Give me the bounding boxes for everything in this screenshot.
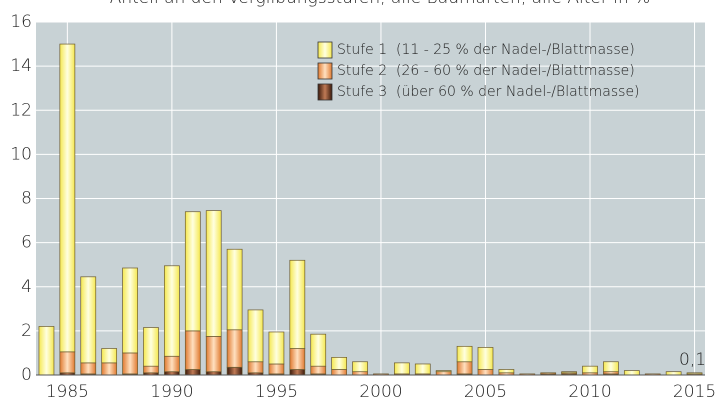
bar-segment [394,362,410,375]
x-tick-label: 1985 [46,382,89,402]
x-tick-label: 2015 [673,382,716,402]
bar-segment [310,365,327,375]
bar-segment [184,211,201,332]
legend-label: Stufe 3 (über 60 % der Nadel-/Blattmasse… [337,84,640,100]
y-tick-label: 12 [10,100,32,120]
bar-segment [603,361,619,373]
bar-segment [456,345,473,363]
x-tick-label: 2010 [568,382,611,402]
bar-segment [226,248,243,331]
y-tick-label: 0 [21,365,32,385]
y-tick-label: 2 [21,321,32,341]
bar-segment [101,362,118,376]
bar-segment [289,369,306,376]
legend-swatch [317,62,333,80]
y-tick-label: 14 [10,56,32,76]
bar-segment [414,363,431,375]
y-tick-label: 4 [21,277,32,297]
x-tick-label: 2000 [359,382,402,402]
bar-segment [205,210,222,337]
bar-segment [184,369,201,376]
bar-segment [456,361,473,375]
bar-segment [164,265,180,357]
bar-segment [59,43,76,353]
bar-segment [498,369,515,374]
bar-segment [80,362,97,375]
bar-segment [435,370,452,373]
bar-segment [310,333,327,367]
chart-title: Anteil an den Vergilbungsstufen, alle Ba… [110,0,651,8]
bar-segment [686,372,703,375]
bar-segment [289,348,306,370]
bar-segment [143,365,159,374]
bar-segment [477,369,494,376]
bar-segment [247,309,264,363]
legend-swatch [317,83,333,101]
bar-segment [289,259,306,349]
bar-segment [80,276,97,364]
y-tick-label: 16 [10,12,32,32]
bar-segment [101,348,118,364]
legend-label: Stufe 2 (26 - 60 % der Nadel-/Blattmasse… [337,63,635,79]
bar-segment [268,363,285,375]
bar-segment [184,330,201,370]
legend-label: Stufe 1 (11 - 25 % der Nadel-/Blattmasse… [337,42,635,58]
bar-segment [143,327,159,367]
annotation: 0,1 [679,350,706,370]
bar-segment [331,369,347,376]
bar-segment [164,355,180,373]
bar-segment [623,370,640,376]
bar-segment [226,366,243,376]
bar-segment [331,357,347,370]
bar-segment [122,267,138,354]
bar-segment [205,336,222,373]
bar-segment [268,331,285,365]
bar-segment [540,372,557,375]
y-tick-label: 6 [21,233,32,253]
y-tick-label: 10 [10,144,32,164]
bar-segment [582,365,598,374]
bar-segment [352,361,368,373]
bar-segment [226,329,243,368]
bar-segment [59,351,76,374]
bar-segment [561,371,577,374]
legend-swatch [317,41,333,59]
y-tick-label: 8 [21,189,32,209]
bar-segment [38,326,55,376]
x-tick-label: 2005 [464,382,507,402]
x-tick-label: 1990 [150,382,193,402]
bar-segment [122,352,138,375]
x-tick-label: 1995 [255,382,298,402]
bar-segment [477,347,494,370]
bar-segment [247,361,264,374]
